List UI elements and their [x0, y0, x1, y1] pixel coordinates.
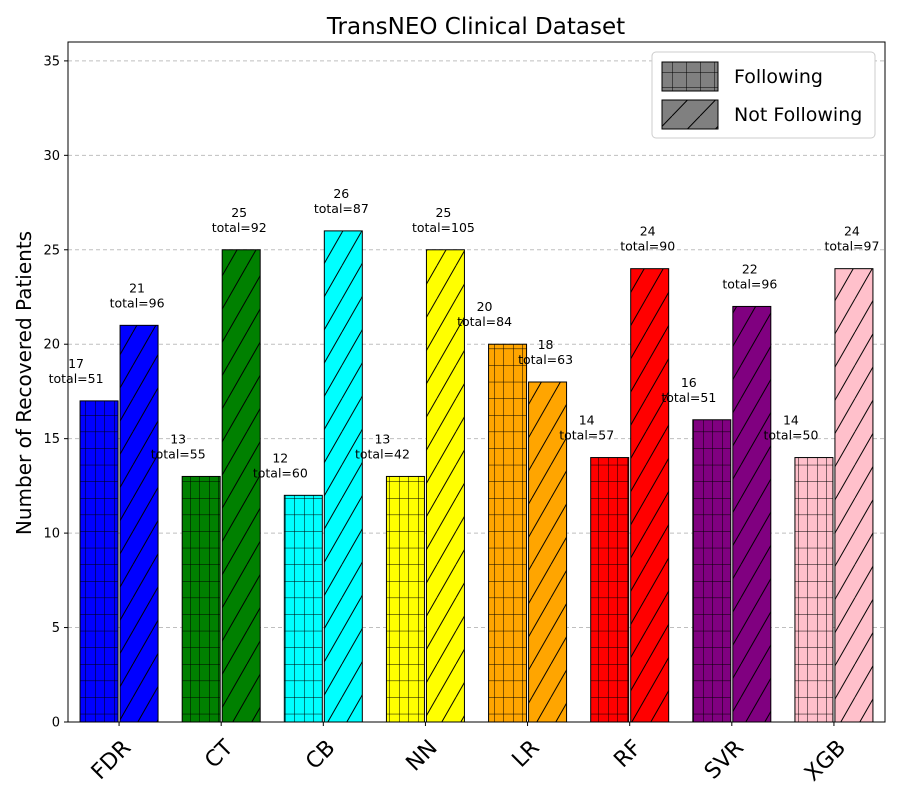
bar-svr-grid: [692, 419, 732, 723]
y-tick-label: 15: [43, 432, 60, 447]
bar-value-label: 18: [538, 337, 554, 352]
legend-entry-label: Following: [734, 66, 823, 88]
y-tick-label: 35: [43, 54, 60, 69]
bars: [79, 230, 874, 723]
bar-lr-diagonal: [528, 381, 568, 723]
legend: Following Not Following: [651, 51, 876, 139]
bar-ct-grid: [181, 475, 221, 723]
bar-total-label: total=60: [253, 465, 308, 480]
bar-value-label: 16: [681, 375, 697, 390]
bar-nn-diagonal: [425, 249, 465, 723]
x-tick-label: CT: [200, 735, 238, 773]
bar-value-label: 22: [742, 261, 758, 276]
x-tick-label: SVR: [700, 735, 749, 784]
bar-total-label: total=105: [412, 220, 475, 235]
y-tick-label: 0: [52, 716, 60, 731]
x-tick-label: CB: [301, 735, 340, 774]
bar-nn-grid: [385, 475, 425, 723]
legend-swatch-grid: [661, 61, 719, 92]
bar-value-label: 14: [783, 413, 799, 428]
bar-total-label: total=96: [722, 276, 777, 291]
bar-total-label: total=63: [518, 352, 573, 367]
bar-lr-grid: [488, 343, 528, 723]
bar-total-label: total=55: [151, 446, 206, 461]
x-tick-label: NN: [402, 735, 443, 776]
y-tick-label: 25: [43, 243, 60, 258]
bar-total-label: total=90: [620, 239, 675, 254]
x-tick-label: RF: [609, 735, 646, 772]
bar-value-label: 14: [579, 413, 595, 428]
y-tick-label: 10: [43, 527, 60, 542]
bar-total-label: total=50: [763, 428, 818, 443]
bar-fdr-diagonal: [119, 324, 159, 723]
bar-rf-grid: [590, 457, 630, 723]
bar-value-label: 21: [129, 280, 145, 295]
bar-total-label: total=51: [49, 371, 104, 386]
bar-value-label: 25: [435, 205, 451, 220]
bar-total-label: total=97: [824, 239, 879, 254]
legend-entry-label: Not Following: [734, 104, 862, 126]
bar-total-label: total=87: [314, 201, 369, 216]
bar-total-label: total=57: [559, 428, 614, 443]
plot-frame: [67, 41, 886, 723]
bar-value-label: 17: [68, 356, 84, 371]
bar-value-label: 13: [170, 431, 186, 446]
bar-total-label: total=42: [355, 446, 410, 461]
bar-cb-diagonal: [323, 230, 363, 723]
y-tick-label: 30: [43, 149, 60, 164]
bar-rf-diagonal: [630, 268, 670, 723]
bar-total-label: total=84: [457, 314, 512, 329]
x-tick-label: FDR: [87, 735, 136, 784]
bar-value-label: 13: [374, 431, 390, 446]
bar-value-label: 24: [640, 224, 656, 239]
bar-total-label: total=51: [661, 390, 716, 405]
y-axis-label: Number of Recovered Patients: [12, 231, 36, 535]
y-tick-label: 20: [43, 338, 60, 353]
bar-value-label: 25: [231, 205, 247, 220]
bar-cb-grid: [283, 494, 323, 723]
x-tick-label: XGB: [800, 735, 851, 786]
bar-svr-diagonal: [732, 305, 772, 723]
bar-value-label: 26: [333, 186, 349, 201]
bar-xgb-grid: [794, 457, 834, 723]
x-tick-label: LR: [508, 735, 545, 772]
bar-total-label: total=96: [110, 295, 165, 310]
y-tick-label: 5: [52, 621, 60, 636]
bar-labels: 17total=5121total=9613total=5525total=92…: [49, 186, 880, 480]
bar-value-label: 12: [272, 450, 288, 465]
bar-xgb-diagonal: [834, 268, 874, 723]
bar-ct-diagonal: [221, 249, 261, 723]
bar-total-label: total=92: [212, 220, 267, 235]
chart-title: TransNEO Clinical Dataset: [326, 14, 625, 40]
bar-fdr-grid: [79, 400, 119, 723]
bar-value-label: 20: [477, 299, 493, 314]
bar-value-label: 24: [844, 224, 860, 239]
legend-swatch-diagonal: [661, 99, 719, 130]
